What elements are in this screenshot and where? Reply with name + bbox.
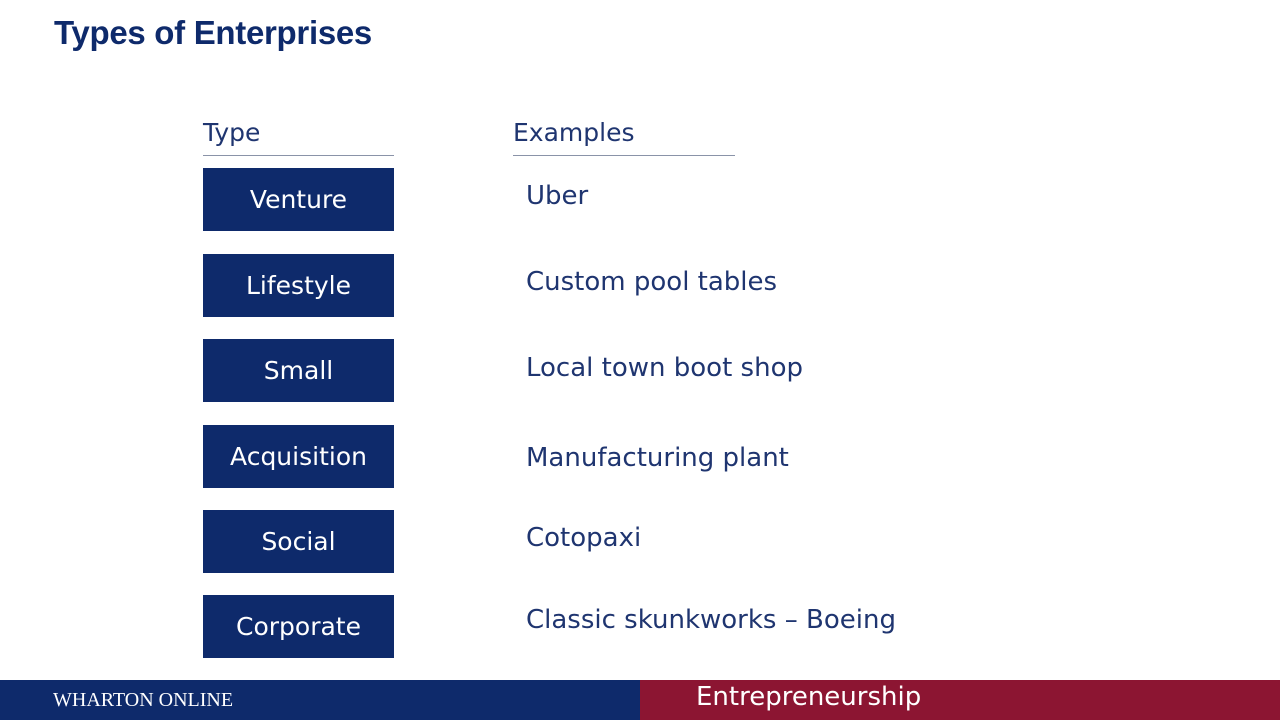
example-corporate: Classic skunkworks – Boeing	[526, 605, 896, 635]
type-column-header: Type	[203, 116, 394, 156]
type-box-venture: Venture	[203, 168, 394, 231]
type-box-corporate: Corporate	[203, 595, 394, 658]
type-box-lifestyle: Lifestyle	[203, 254, 394, 317]
type-box-social: Social	[203, 510, 394, 573]
example-small: Local town boot shop	[526, 353, 803, 383]
footer-bar: WHARTON ONLINE Entrepreneurship	[0, 680, 1280, 720]
type-box-acquisition: Acquisition	[203, 425, 394, 488]
slide-title: Types of Enterprises	[54, 14, 372, 51]
footer-wharton-online: WHARTON ONLINE	[0, 680, 640, 720]
example-social: Cotopaxi	[526, 523, 642, 553]
footer-course-name: Entrepreneurship	[640, 680, 1280, 720]
examples-column-header: Examples	[513, 116, 735, 156]
example-lifestyle: Custom pool tables	[526, 267, 778, 297]
example-acquisition: Manufacturing plant	[526, 443, 789, 473]
example-venture: Uber	[526, 181, 589, 211]
type-box-small: Small	[203, 339, 394, 402]
